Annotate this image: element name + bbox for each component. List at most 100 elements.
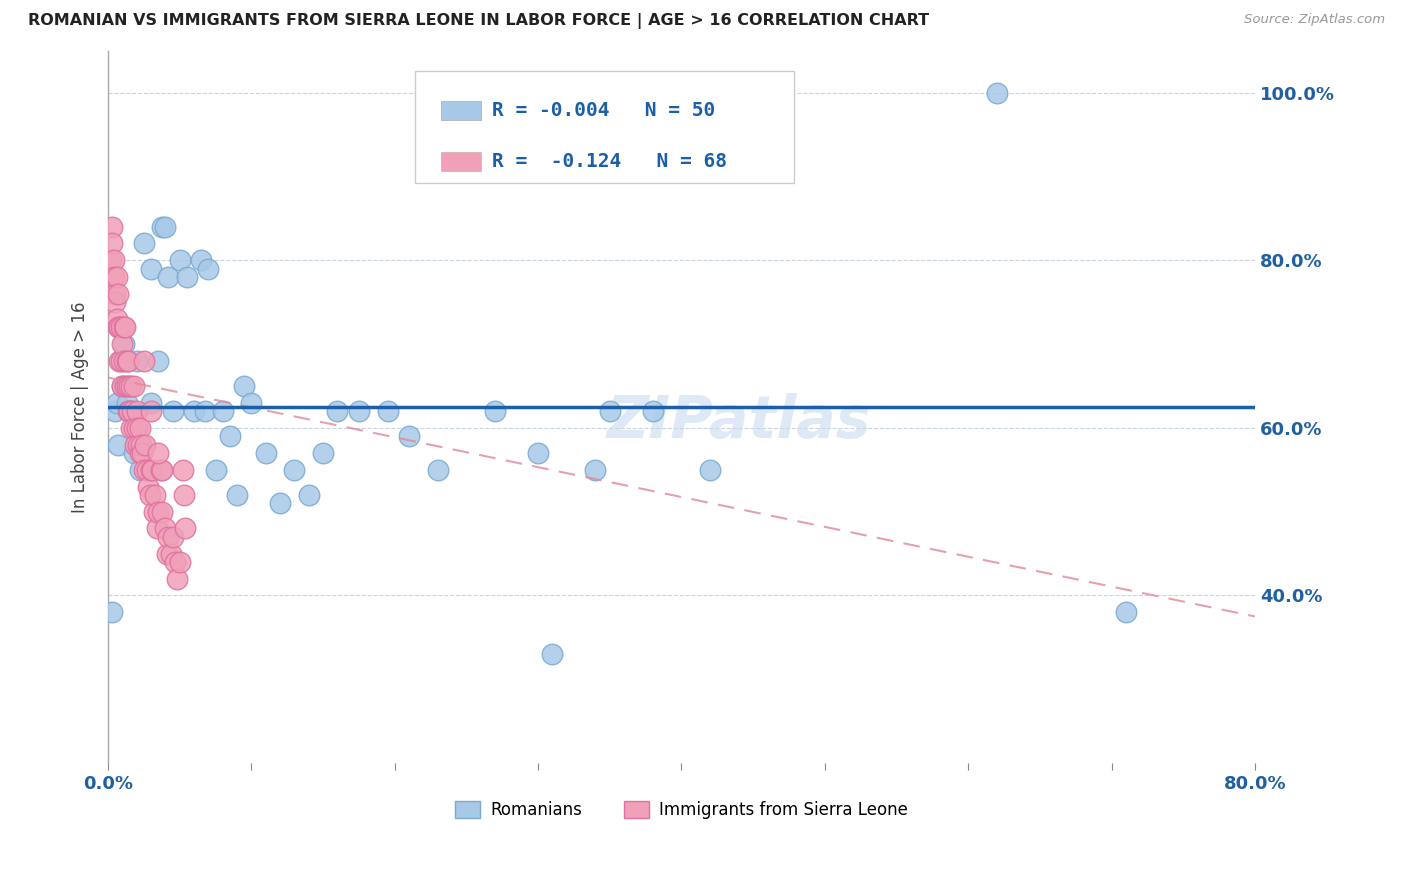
Point [160,547,183,561]
Point [112,320,135,334]
Point [117,404,139,418]
Point [211,404,233,418]
Point [190,253,212,268]
Point [108,353,131,368]
Point [131,446,153,460]
Point [118,404,141,418]
Point [152,505,174,519]
Point [120,421,142,435]
Point [107,286,129,301]
Point [169,253,191,268]
Point [132,236,155,251]
Point [115,353,138,368]
Point [125,353,148,368]
Point [152,463,174,477]
Point [108,320,131,334]
Point [107,320,129,334]
Point [114,320,136,334]
Point [269,496,291,510]
Point [125,404,148,418]
Point [117,353,139,368]
Point [641,404,664,418]
Point [233,379,256,393]
Point [174,521,197,535]
Point [125,421,148,435]
Point [583,463,606,477]
Point [139,395,162,409]
Point [105,395,128,409]
Point [114,379,136,393]
Point [107,437,129,451]
Point [104,295,127,310]
Text: Source: ZipAtlas.com: Source: ZipAtlas.com [1244,13,1385,27]
Point [122,421,145,435]
Point [142,505,165,519]
Point [121,404,143,418]
Point [169,555,191,569]
Point [157,270,180,285]
Point [122,446,145,460]
Text: R =  -0.124   N = 68: R = -0.124 N = 68 [492,152,727,171]
Point [129,437,152,451]
Point [101,605,124,619]
Point [156,547,179,561]
Point [194,404,217,418]
Point [298,488,321,502]
Point [111,379,134,393]
Point [377,404,399,418]
Point [101,236,124,251]
Point [134,437,156,451]
Text: R = -0.004   N = 50: R = -0.004 N = 50 [492,101,716,120]
Point [112,337,135,351]
Point [426,463,449,477]
Point [122,379,145,393]
Point [699,463,721,477]
Text: ZIPatlas: ZIPatlas [606,392,872,450]
Point [105,312,128,326]
Point [120,379,142,393]
Point [111,379,134,393]
Point [110,320,132,334]
Point [120,404,142,418]
Point [139,404,162,418]
Point [527,446,550,460]
Point [283,463,305,477]
Point [111,337,134,351]
Point [173,488,195,502]
Point [162,404,184,418]
Point [139,261,162,276]
Point [312,446,335,460]
Point [150,463,173,477]
Point [139,463,162,477]
Point [155,219,177,234]
Point [104,286,127,301]
Point [155,521,177,535]
Point [146,353,169,368]
Point [103,253,125,268]
Point [541,647,564,661]
Point [135,463,157,477]
Point [326,404,349,418]
Point [138,488,160,502]
Point [240,395,263,409]
Point [204,463,226,477]
Point [197,261,219,276]
Point [136,479,159,493]
Point [398,429,420,443]
Point [986,86,1008,100]
Point [124,437,146,451]
Point [128,446,150,460]
Point [146,446,169,460]
Point [166,572,188,586]
Point [103,270,125,285]
Point [347,404,370,418]
Point [110,353,132,368]
Point [172,463,194,477]
Point [141,463,163,477]
Point [152,219,174,234]
Point [104,404,127,418]
Point [183,404,205,418]
Point [165,555,187,569]
Point [105,270,128,285]
Point [118,379,141,393]
